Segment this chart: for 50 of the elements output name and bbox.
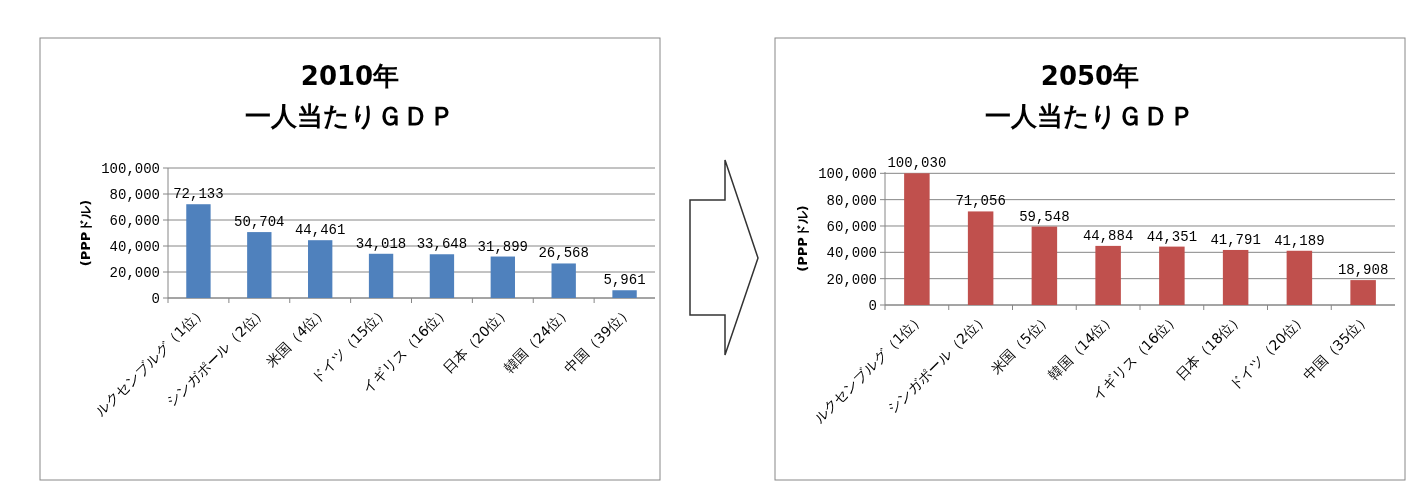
y-tick-label: 100,000 (101, 161, 160, 177)
bar (368, 253, 394, 298)
bar (1286, 250, 1313, 305)
y-axis-title: (PPPドル) (795, 205, 810, 272)
data-label: 72,133 (173, 186, 224, 203)
y-tick-label: 20,000 (109, 265, 160, 281)
y-tick-label: 0 (868, 298, 877, 314)
bar (1222, 249, 1249, 305)
bar (247, 232, 272, 298)
bar (612, 290, 637, 298)
chart-title: 2010年 (300, 61, 400, 91)
y-tick-label: 40,000 (109, 239, 160, 255)
data-label: 44,351 (1146, 228, 1198, 245)
chart-title: 2050年 (1040, 61, 1140, 91)
bar (1031, 226, 1058, 305)
data-label: 26,568 (538, 245, 589, 262)
y-axis-title: (PPPドル) (78, 199, 93, 267)
bar (308, 240, 333, 298)
y-tick-label: 60,000 (109, 213, 160, 229)
data-label: 44,461 (294, 222, 346, 239)
bar (1095, 245, 1121, 305)
y-tick-label: 40,000 (826, 245, 877, 262)
data-label: 33,648 (416, 236, 468, 253)
bar (1159, 246, 1185, 305)
data-label: 50,704 (234, 214, 285, 231)
data-label: 5,961 (603, 272, 646, 289)
bar (490, 256, 515, 298)
bar (429, 254, 455, 298)
y-tick-label: 60,000 (826, 218, 877, 235)
bar (1350, 280, 1376, 305)
data-label: 59,548 (1019, 208, 1070, 225)
y-tick-label: 0 (151, 291, 160, 307)
bar (186, 204, 211, 298)
data-label: 41,791 (1210, 231, 1261, 248)
chart-subtitle: 一人当たりＧＤＰ (985, 101, 1195, 131)
data-label: 100,030 (887, 155, 947, 172)
data-label: 71,056 (955, 193, 1006, 210)
y-tick-label: 80,000 (109, 187, 160, 203)
chart-subtitle: 一人当たりＧＤＰ (245, 101, 455, 131)
y-tick-label: 80,000 (826, 192, 877, 209)
data-label: 31,899 (477, 238, 529, 255)
data-label: 41,189 (1274, 232, 1325, 249)
bar (967, 211, 994, 305)
data-label: 44,884 (1082, 227, 1134, 244)
y-tick-label: 100,000 (818, 166, 877, 183)
data-label: 18,908 (1337, 262, 1389, 279)
y-tick-label: 20,000 (826, 271, 877, 288)
bar (551, 263, 576, 298)
bar (904, 173, 930, 305)
data-label: 34,018 (355, 235, 407, 252)
